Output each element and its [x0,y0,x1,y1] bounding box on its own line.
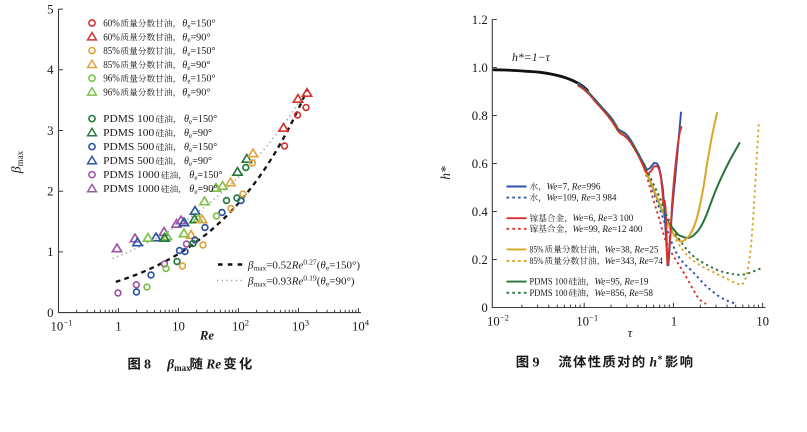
svg-text:We=99, Re=12 400: We=99, Re=12 400 [573,224,643,234]
svg-text:85%: 85% [530,256,544,266]
svg-text:96%: 96% [103,88,120,99]
svg-text:0: 0 [47,306,53,320]
svg-text:βmax=0.93Re0.19(θe=90°): βmax=0.93Re0.19(θe=90°) [247,274,355,289]
svg-text:9: 9 [533,356,540,371]
svg-text:85%: 85% [103,60,120,71]
svg-text:0.2: 0.2 [472,253,488,267]
svg-text:0.6: 0.6 [472,157,489,171]
svg-text:PDMS 1000: PDMS 1000 [103,184,159,195]
svg-text:0.8: 0.8 [472,109,488,123]
svg-text:8: 8 [144,358,151,373]
svg-text:10: 10 [172,320,185,334]
svg-text:PDMS 100: PDMS 100 [530,277,568,287]
svg-text:θe=90°: θe=90° [182,88,210,100]
svg-text:h*: h* [438,166,453,180]
svg-text:We=6, Re=3 100: We=6, Re=3 100 [573,213,634,223]
svg-text:Re: Re [199,329,215,343]
svg-text:0.4: 0.4 [472,205,489,219]
svg-text:We=343, Re=74: We=343, Re=74 [605,256,664,266]
svg-text:βmax: βmax [166,357,191,373]
svg-text:PDMS 500: PDMS 500 [103,156,154,167]
svg-text:0: 0 [481,301,487,315]
svg-text:1.2: 1.2 [472,13,488,27]
svg-text:1.0: 1.0 [472,61,488,75]
svg-text:τ: τ [628,326,633,340]
svg-text:2: 2 [47,185,53,199]
svg-text:85%: 85% [103,46,120,57]
svg-text:PDMS 1000: PDMS 1000 [103,170,159,181]
svg-text:4: 4 [47,63,54,77]
svg-text:PDMS 100: PDMS 100 [103,128,154,139]
svg-text:60%: 60% [103,32,120,43]
svg-text:h*=1−τ: h*=1−τ [512,50,551,64]
svg-text:1: 1 [115,320,121,334]
svg-text:θe=90°: θe=90° [182,32,210,44]
svg-text:h: h [650,355,658,370]
svg-text:We=95, Re=19: We=95, Re=19 [595,277,649,287]
svg-text:θe=150°: θe=150° [189,170,222,182]
svg-text:96%: 96% [103,74,120,85]
svg-text:60%: 60% [103,19,120,30]
svg-text:PDMS 500: PDMS 500 [103,142,154,153]
svg-text:10: 10 [756,315,769,329]
svg-text:θe=90°: θe=90° [182,60,210,72]
svg-text:5: 5 [47,2,53,16]
svg-text:We=109, Re=3 984: We=109, Re=3 984 [547,193,617,203]
svg-text:We=38, Re=25: We=38, Re=25 [605,244,659,254]
svg-text:3: 3 [47,124,53,138]
svg-text:βmax: βmax [9,150,26,174]
svg-text:θe=150°: θe=150° [182,46,215,58]
svg-text:θe=150°: θe=150° [182,19,215,31]
svg-text:θe=90°: θe=90° [184,128,212,140]
svg-text:PDMS 100: PDMS 100 [530,288,568,298]
svg-text:1: 1 [47,245,53,259]
svg-text:Re: Re [205,357,221,372]
svg-text:We=856, Re=58: We=856, Re=58 [595,288,654,298]
svg-text:θe=150°: θe=150° [184,114,217,126]
svg-text:PDMS 100: PDMS 100 [103,114,154,125]
svg-text:βmax=0.52Re0.27(θe=150°): βmax=0.52Re0.27(θe=150°) [247,258,360,273]
svg-text:We=7, Re=996: We=7, Re=996 [547,182,601,192]
svg-text:*: * [658,355,663,366]
svg-text:θe=90°: θe=90° [189,184,217,196]
svg-text:θe=90°: θe=90° [184,156,212,168]
svg-text:85%: 85% [530,244,544,254]
svg-text:θe=150°: θe=150° [184,142,217,154]
svg-text:1: 1 [671,315,677,329]
svg-text:θe=150°: θe=150° [182,74,215,86]
